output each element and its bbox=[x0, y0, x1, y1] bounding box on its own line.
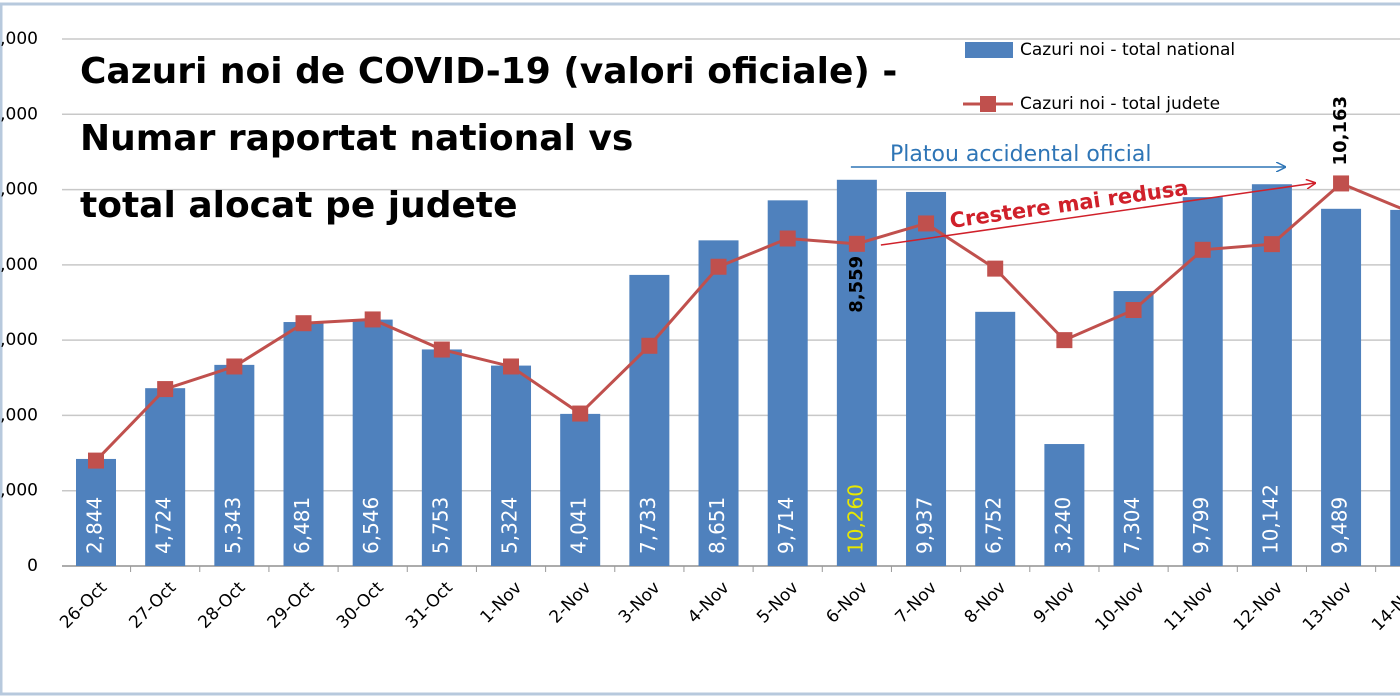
line-marker bbox=[918, 215, 935, 232]
y-tick-label: 6,000 bbox=[0, 330, 38, 350]
bar-value-label: 4,724 bbox=[152, 497, 176, 554]
line bbox=[94, 181, 1400, 462]
bar-value-label: 9,714 bbox=[774, 497, 798, 554]
line-marker bbox=[1194, 241, 1211, 258]
y-tick-label: 10,000 bbox=[0, 180, 38, 200]
bar-value-label: 6,546 bbox=[359, 497, 383, 554]
bar bbox=[1044, 444, 1085, 566]
bar-value-label: 8,651 bbox=[705, 497, 729, 554]
bar-value-label: 7,733 bbox=[636, 497, 660, 554]
bar-value-label: 4,041 bbox=[567, 497, 591, 554]
bar-value-label: 7,304 bbox=[1120, 497, 1144, 554]
bar bbox=[214, 364, 255, 566]
bar bbox=[145, 388, 186, 566]
bar-value-label: 5,753 bbox=[428, 497, 452, 554]
bar bbox=[629, 274, 670, 566]
y-tick-label: 2,000 bbox=[0, 481, 38, 501]
chart-title: total alocat pe judete bbox=[80, 185, 518, 226]
line-value-label: 8,559 bbox=[846, 256, 867, 313]
bar-value-label: 3,240 bbox=[1051, 497, 1075, 554]
line-marker bbox=[1125, 302, 1142, 319]
bar bbox=[906, 191, 947, 566]
y-tick-label: 4,000 bbox=[0, 405, 38, 425]
line-marker bbox=[710, 258, 727, 275]
line-marker bbox=[1056, 332, 1073, 349]
line-marker bbox=[848, 235, 865, 252]
legend-swatch bbox=[965, 42, 1013, 58]
bar-value-label: 6,481 bbox=[290, 497, 314, 554]
line-marker bbox=[295, 315, 312, 332]
line-value-label: 10,163 bbox=[1330, 96, 1351, 165]
line-marker bbox=[226, 358, 243, 375]
line-marker bbox=[364, 311, 381, 328]
line-marker bbox=[987, 260, 1004, 277]
line-marker bbox=[1333, 175, 1350, 192]
bar bbox=[1182, 197, 1223, 567]
bar-value-label: 9,937 bbox=[913, 497, 937, 554]
chart-title: Numar raportat national vs bbox=[80, 118, 633, 159]
bar bbox=[975, 311, 1016, 566]
bar bbox=[352, 319, 393, 566]
legend-label: Cazuri noi - total judete bbox=[1020, 94, 1220, 114]
legend-label: Cazuri noi - total national bbox=[1020, 40, 1235, 60]
bar-value-label: 10,260 bbox=[843, 484, 867, 554]
bar-value-label: 6,752 bbox=[982, 497, 1006, 554]
bar bbox=[491, 365, 532, 566]
y-tick-label: 0 bbox=[27, 556, 38, 576]
chart-title: Cazuri noi de COVID-19 (valori oficiale)… bbox=[80, 51, 897, 92]
line-marker bbox=[88, 452, 104, 469]
bar-value-label: 5,343 bbox=[221, 497, 245, 554]
bar bbox=[283, 322, 324, 566]
bar-value-label: 2,844 bbox=[83, 497, 107, 554]
line-marker bbox=[157, 381, 174, 398]
bar-value-label: 10,142 bbox=[1258, 484, 1282, 554]
line-marker bbox=[1263, 236, 1280, 253]
line-marker bbox=[641, 337, 658, 354]
bar bbox=[1321, 208, 1362, 566]
line-marker bbox=[572, 405, 589, 422]
y-tick-label: 12,000 bbox=[0, 104, 38, 124]
bar bbox=[421, 349, 462, 566]
bar bbox=[1113, 291, 1154, 566]
annotation-arrow bbox=[880, 183, 1315, 246]
legend-swatch bbox=[980, 96, 996, 112]
y-tick-label: 8,000 bbox=[0, 255, 38, 275]
bar bbox=[76, 458, 116, 566]
bar-value-label: 5,324 bbox=[498, 497, 522, 554]
line-marker bbox=[779, 230, 796, 247]
bar bbox=[698, 240, 739, 567]
line-marker bbox=[433, 341, 450, 358]
annotation: Platou accidental oficial bbox=[890, 142, 1151, 167]
line-marker bbox=[503, 358, 520, 375]
y-tick-label: 14,000 bbox=[0, 29, 38, 49]
bar-value-label: 9,799 bbox=[1189, 497, 1213, 554]
bar bbox=[1390, 209, 1400, 567]
bar-value-label: 9,489 bbox=[1328, 497, 1352, 554]
bar bbox=[560, 413, 601, 566]
bar bbox=[767, 200, 808, 566]
